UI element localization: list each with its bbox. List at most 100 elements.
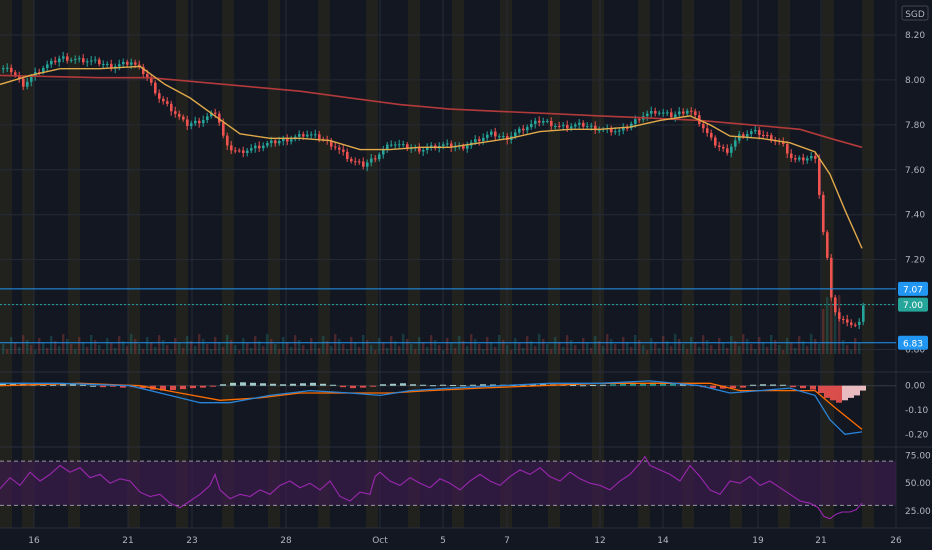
macd-histogram-bar	[440, 384, 446, 386]
volume-bar	[774, 340, 777, 354]
macd-histogram-bar	[818, 385, 824, 393]
volume-bar	[382, 343, 385, 354]
session-band	[452, 0, 464, 528]
volume-bar	[150, 342, 153, 354]
macd-histogram-bar	[854, 385, 860, 396]
candle-body	[206, 116, 209, 121]
time-axis[interactable]: 16 21 23 28 Oct 5 7 12 14 19 21 26	[0, 527, 932, 546]
volume-bar	[602, 346, 605, 354]
volume-bar	[526, 336, 529, 354]
candle-body	[618, 130, 621, 132]
macd-pane[interactable]	[0, 380, 896, 435]
volume-bar	[446, 338, 449, 354]
candle-body	[690, 110, 693, 112]
candle-body	[482, 137, 485, 142]
volume-bar	[486, 337, 489, 354]
volume-bar	[426, 347, 429, 354]
macd-histogram-bar	[380, 384, 386, 386]
candle-body	[586, 126, 589, 128]
volume-bar	[98, 345, 101, 354]
candle-body	[710, 132, 713, 138]
volume-bar	[194, 346, 197, 354]
volume-bar	[298, 340, 301, 354]
candle-body	[826, 232, 829, 258]
macd-histogram-bar	[120, 385, 126, 388]
volume-bar	[558, 342, 561, 354]
candle-body	[354, 161, 357, 163]
candle-body	[734, 140, 737, 147]
candle-body	[302, 134, 305, 137]
candle-body	[594, 125, 597, 131]
candle-body	[554, 125, 557, 127]
candle-body	[42, 68, 45, 73]
volume-bar	[422, 342, 425, 354]
candle-body	[674, 114, 677, 118]
volume-bar	[158, 335, 161, 354]
volume-bar	[642, 345, 645, 354]
candle-body	[230, 145, 233, 151]
macd-histogram-bar	[370, 385, 376, 387]
volume-bar	[78, 337, 81, 354]
candle-body	[274, 140, 277, 144]
volume-bar	[386, 348, 389, 354]
macd-histogram-bar	[110, 385, 116, 387]
volume-bar	[282, 337, 285, 354]
volume-bar	[222, 347, 225, 354]
session-band	[730, 0, 742, 528]
volume-bar	[534, 346, 537, 354]
macd-histogram-bar	[100, 385, 106, 388]
candle-body	[318, 134, 321, 140]
time-tick-label: 5	[440, 536, 446, 546]
macd-histogram-bar	[480, 384, 486, 386]
currency-label[interactable]: SGD	[901, 5, 929, 21]
volume-bar	[54, 341, 57, 354]
price-line-label[interactable]: 6.83	[898, 335, 928, 350]
volume-bar	[166, 345, 169, 354]
candle-body	[626, 127, 629, 129]
volume-bar	[678, 339, 681, 354]
volume-bar	[650, 338, 653, 354]
candle-body	[422, 150, 425, 152]
macd-histogram-bar	[320, 383, 326, 386]
macd-histogram-bar	[390, 383, 396, 386]
volume-bar	[118, 336, 121, 354]
volume-bar	[770, 335, 773, 354]
candle-body	[810, 156, 813, 159]
volume-bar	[410, 344, 413, 354]
macd-histogram-bar	[190, 385, 196, 389]
volume-bars	[2, 295, 861, 354]
macd-histogram-bar	[610, 384, 616, 386]
price-line-label[interactable]: 7.07	[898, 281, 928, 296]
price-pane[interactable]	[0, 51, 896, 354]
volume-bar	[10, 337, 13, 354]
macd-histogram-bar	[800, 385, 806, 389]
candle-body	[518, 128, 521, 133]
candle-body	[406, 144, 409, 149]
candle-body	[362, 161, 365, 167]
candle-body	[630, 123, 633, 129]
candle-body	[754, 130, 757, 132]
price-line-label[interactable]: 7.00	[898, 297, 928, 312]
volume-bar	[238, 350, 241, 354]
candle-body	[818, 158, 821, 195]
macd-histogram-bar	[842, 385, 848, 401]
candle-body	[242, 150, 245, 153]
volume-bar	[674, 334, 677, 354]
candle-body	[462, 145, 465, 149]
volume-bar	[834, 307, 837, 354]
candle-body	[418, 147, 421, 152]
macd-histogram-bar	[300, 383, 306, 386]
rsi-pane[interactable]	[0, 455, 896, 520]
price-axis[interactable]: 8.208.007.807.607.407.207.006.807.077.00…	[898, 31, 931, 517]
session-band	[22, 0, 34, 528]
volume-bar	[50, 336, 53, 354]
candle-body	[382, 149, 385, 155]
time-tick-label: 23	[186, 536, 197, 546]
volume-bar	[206, 344, 209, 354]
macd-histogram-bar	[780, 384, 786, 386]
candle-body	[62, 56, 65, 59]
candle-body	[402, 144, 405, 146]
volume-bar	[502, 340, 505, 354]
macd-histogram-bar	[824, 385, 830, 398]
